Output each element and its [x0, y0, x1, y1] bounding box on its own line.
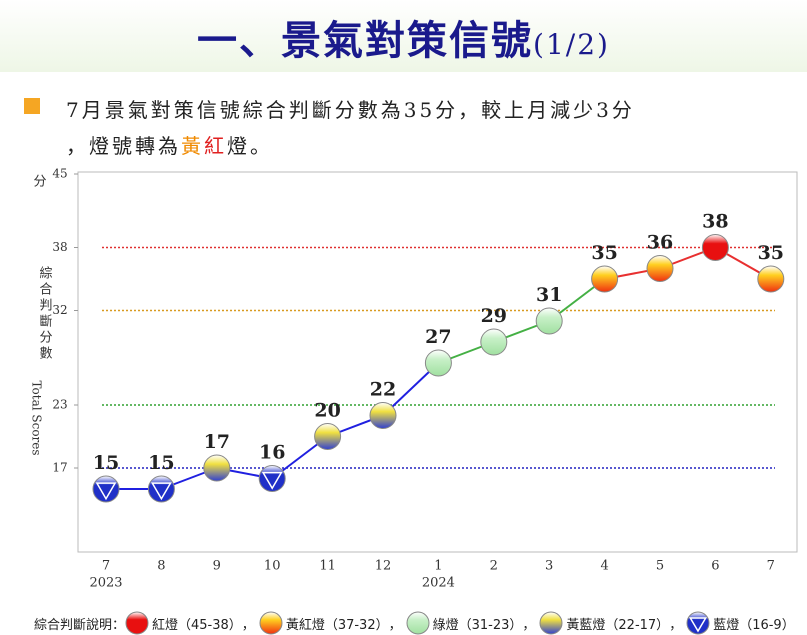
x-tick-label: 5 — [656, 559, 664, 574]
legend-swatch — [259, 611, 283, 635]
legend: 綜合判斷說明： 紅燈（45-38），黃紅燈（37-32），綠燈（31-23），黃藍… — [34, 611, 799, 635]
x-tick-label: 3 — [545, 559, 553, 574]
marker-symbol — [150, 482, 172, 501]
data-label: 15 — [93, 452, 119, 474]
legend-item: 黃藍燈（22-17）， — [539, 611, 682, 635]
x-tick-label: 7 — [102, 559, 110, 574]
legend-label: 黃紅燈（37-32） — [285, 617, 389, 633]
legend-item: 黃紅燈（37-32）， — [259, 611, 402, 635]
marker — [757, 265, 785, 293]
y-tick-label: 45 — [52, 167, 67, 181]
marker — [424, 349, 452, 377]
marker — [480, 328, 508, 356]
x-tick-label: 2 — [490, 559, 498, 574]
legend-marker — [125, 611, 149, 635]
legend-label: 藍燈（16-9） — [713, 617, 795, 633]
chart: 分 綜合判斷分數 Total Scores 172332384515720231… — [30, 167, 798, 591]
data-label: 20 — [314, 400, 340, 422]
x-tick-label: 1 — [434, 559, 442, 574]
legend-separator: ， — [241, 617, 255, 633]
legend-separator: ， — [522, 617, 536, 633]
y-label: Total Scores — [30, 380, 44, 455]
legend-label: 綠燈（31-23） — [432, 617, 523, 633]
marker — [701, 234, 729, 261]
legend-swatch — [539, 611, 563, 635]
legend-separator: ， — [669, 617, 683, 633]
data-label: 27 — [425, 326, 451, 348]
text: 燈。 — [227, 134, 273, 158]
legend-marker — [406, 611, 430, 635]
data-label: 22 — [370, 379, 396, 401]
bullet-square — [24, 98, 40, 114]
y-tick-label: 17 — [52, 461, 67, 475]
title-text: 一、景氣對策信號 — [197, 17, 534, 64]
legend-item: 綠燈（31-23）， — [406, 611, 536, 635]
marker-symbol — [689, 617, 708, 633]
legend-title: 綜合判斷說明： — [34, 617, 126, 633]
y-tick-label: 32 — [52, 303, 67, 317]
data-label: 16 — [259, 442, 285, 464]
legend-label: 黃藍燈（22-17） — [566, 617, 670, 633]
bullet-line: ，燈號轉為黃紅燈。 — [66, 130, 273, 159]
data-label: 35 — [591, 242, 617, 264]
marker-symbol — [261, 471, 283, 490]
x-tick-label: 10 — [264, 559, 281, 574]
data-label: 36 — [647, 232, 673, 254]
data-label: 17 — [204, 431, 230, 453]
text: ，燈號轉為 — [66, 134, 181, 158]
y-tick-label: 23 — [52, 398, 67, 412]
data-label: 31 — [536, 284, 562, 306]
x-tick-label: 11 — [319, 559, 336, 574]
x-tick-label: 8 — [157, 559, 165, 574]
data-label: 29 — [481, 305, 507, 327]
x-sublabel: 2024 — [422, 576, 455, 591]
data-label: 35 — [758, 242, 784, 264]
x-tick-label: 4 — [600, 559, 608, 574]
legend-label: 紅燈（45-38） — [152, 617, 242, 633]
y-tick-label: 38 — [52, 240, 67, 254]
legend-swatch — [406, 611, 430, 635]
marker — [314, 423, 342, 450]
title: 一、景氣對策信號(1/2) — [0, 8, 807, 66]
x-tick-label: 12 — [375, 559, 392, 574]
marker — [591, 265, 619, 293]
y-unit: 分 — [33, 175, 46, 190]
x-sublabel: 2023 — [89, 576, 122, 591]
legend-marker — [259, 611, 283, 635]
data-label: 15 — [148, 452, 174, 474]
title-suffix: (1/2) — [533, 28, 610, 61]
legend-item: 紅燈（45-38）， — [125, 611, 255, 635]
legend-swatch — [125, 611, 149, 635]
marker-symbol — [95, 482, 117, 501]
marker — [646, 255, 674, 282]
x-tick-label: 6 — [711, 559, 719, 574]
legend-swatch — [686, 611, 710, 635]
bullet-line: 7月景氣對策信號綜合判斷分數為35分，較上月減少3分 — [66, 98, 635, 122]
x-tick-label: 9 — [213, 559, 221, 574]
highlight: 紅 — [204, 134, 227, 158]
legend-item: 藍燈（16-9） — [686, 611, 795, 635]
legend-separator: ， — [388, 617, 402, 633]
marker — [535, 307, 563, 335]
legend-marker — [539, 611, 563, 635]
y-label: 綜合判斷分數 — [37, 266, 53, 362]
x-tick-label: 7 — [767, 559, 775, 574]
marker — [203, 454, 231, 482]
data-label: 38 — [702, 211, 728, 233]
highlight: 黃 — [181, 134, 204, 158]
header-band — [0, 0, 807, 72]
marker — [369, 402, 397, 429]
